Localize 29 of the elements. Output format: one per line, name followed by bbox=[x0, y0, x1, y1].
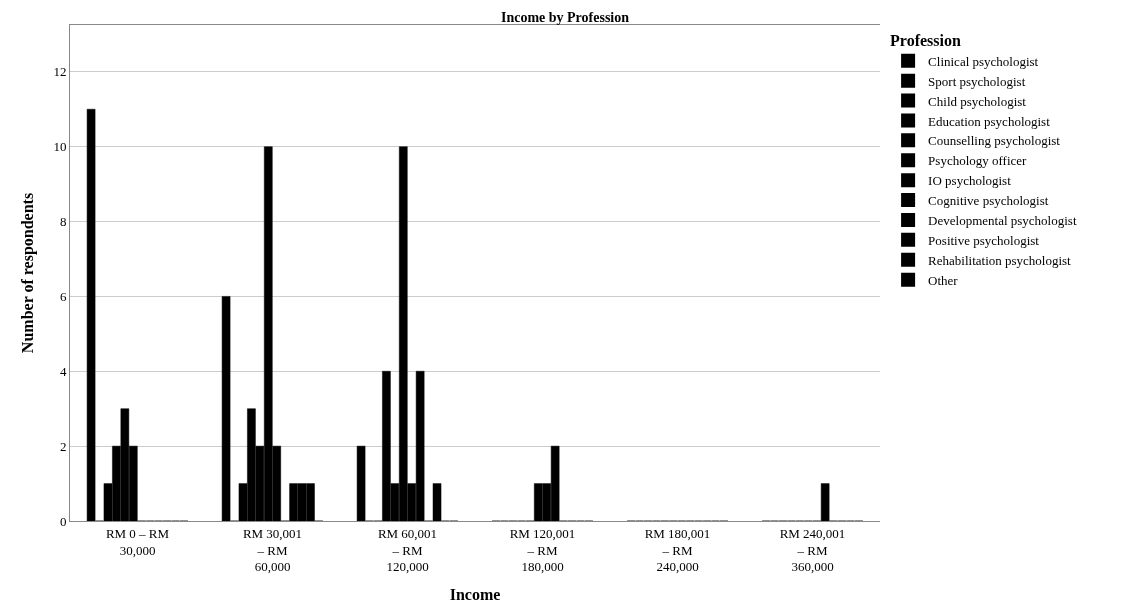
legend-label: Child psychologist bbox=[928, 93, 1027, 109]
legend-label: Cognitive psychologist bbox=[928, 193, 1049, 209]
legend-title: Profession bbox=[890, 31, 962, 49]
y-tick-label: 8 bbox=[59, 214, 67, 230]
x-tick-label: RM 0 – RM 30,000 bbox=[105, 525, 170, 558]
x-axis-title: Income bbox=[449, 586, 501, 604]
chart-title: Income by Profession bbox=[500, 10, 630, 26]
legend-label: Education psychologist bbox=[928, 113, 1051, 129]
y-axis-title: Number of respondents bbox=[19, 192, 38, 354]
y-tick-label: 0 bbox=[59, 513, 67, 529]
y-tick-label: 12 bbox=[53, 64, 67, 80]
x-tick-label: RM 240,001 – RM 360,000 bbox=[779, 525, 846, 575]
legend-label: Clinical psychologist bbox=[928, 53, 1039, 69]
y-tick-label: 2 bbox=[59, 438, 67, 454]
legend-label: Rehabilitation psychologist bbox=[928, 252, 1072, 268]
x-tick-label: RM 180,001 – RM 240,000 bbox=[644, 525, 711, 575]
x-tick-label: RM 30,001 – RM 60,000 bbox=[242, 525, 303, 575]
legend-label: IO psychologist bbox=[928, 173, 1012, 189]
x-tick-label: RM 120,001 – RM 180,000 bbox=[509, 525, 576, 575]
legend-label: Developmental psychologist bbox=[928, 213, 1077, 229]
x-tick-label: RM 60,001 – RM 120,000 bbox=[377, 525, 438, 575]
legend-label: Psychology officer bbox=[928, 153, 1028, 169]
y-tick-label: 4 bbox=[59, 363, 67, 379]
legend-label: Sport psychologist bbox=[928, 73, 1026, 89]
y-tick-label: 10 bbox=[53, 139, 67, 155]
legend-label: Counselling psychologist bbox=[928, 133, 1061, 149]
legend-label: Positive psychologist bbox=[928, 232, 1040, 248]
legend-label: Other bbox=[928, 272, 959, 288]
y-tick-label: 6 bbox=[59, 288, 67, 304]
